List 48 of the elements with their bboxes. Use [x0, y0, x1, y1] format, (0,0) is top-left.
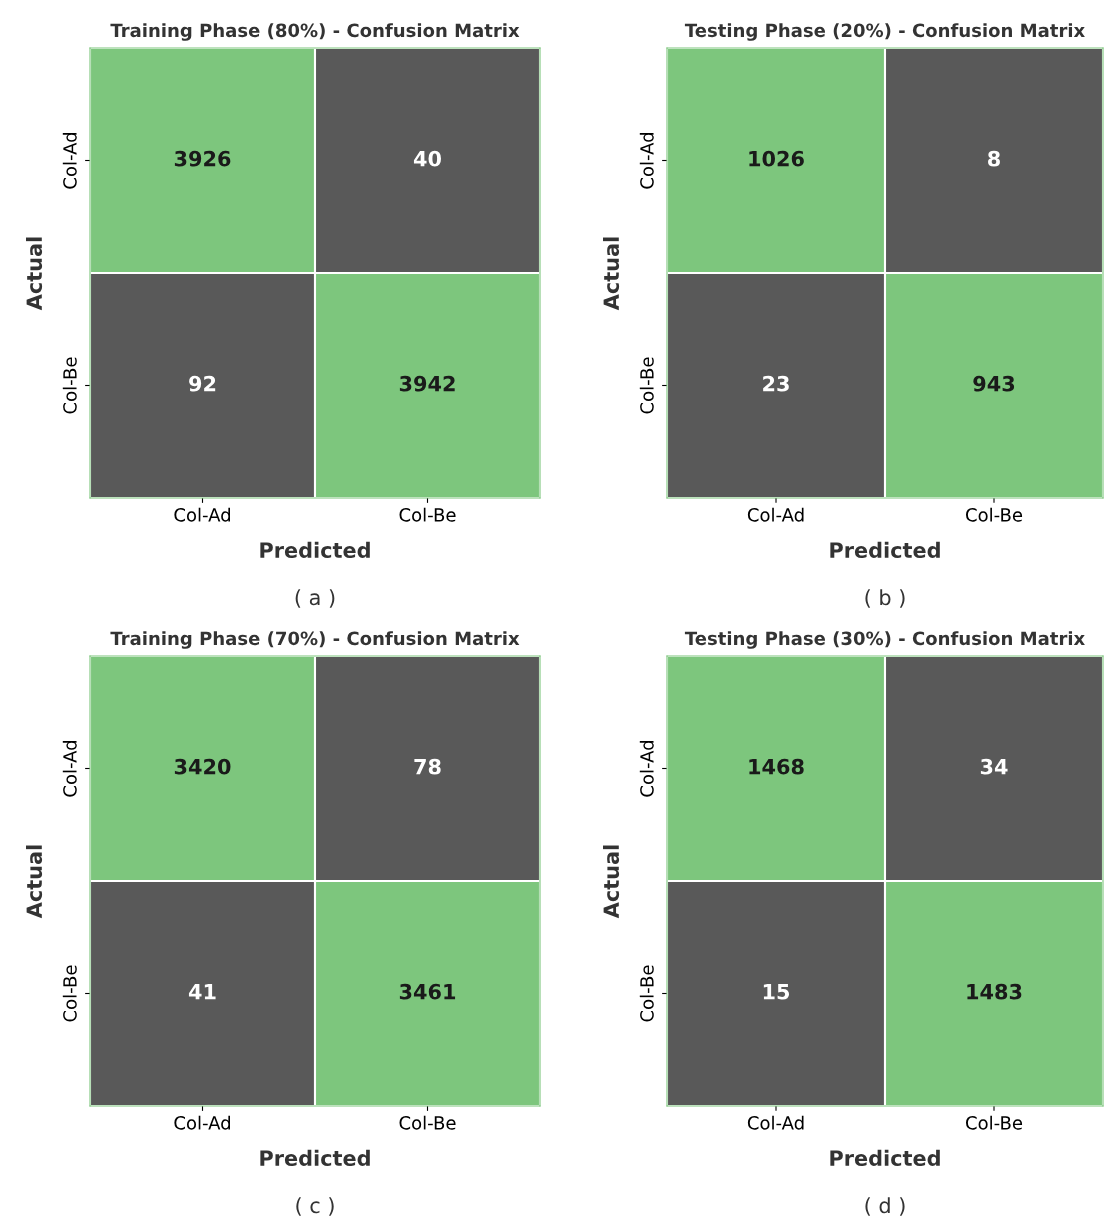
x-tick-label: Col-Ad: [747, 507, 804, 522]
text: ( a ): [295, 589, 335, 608]
chart-title: Training Phase (70%) - Confusion Matrix: [110, 631, 520, 649]
y-axis-title: Actual: [25, 237, 43, 311]
data-label: 23: [763, 375, 789, 392]
text: ( c ): [296, 1197, 334, 1216]
y-tick-label: Col-Ad: [62, 133, 77, 189]
data-label: 3461: [399, 983, 456, 1000]
x-tick-label: Col-Be: [966, 507, 1023, 522]
x-tick-label: Col-Ad: [174, 1115, 230, 1130]
x-tick-label: Col-Be: [399, 507, 456, 522]
x-tick-label: Col-Be: [966, 1115, 1023, 1130]
data-label: 1468: [749, 758, 804, 775]
data-label: 41: [188, 984, 216, 1000]
y-axis-title: Actual: [602, 845, 620, 919]
y-tick-label: Col-Ad: [639, 741, 654, 797]
y-axis-title: Actual: [25, 845, 43, 919]
data-label: 15: [763, 984, 790, 1000]
y-tick-label: Col-Be: [639, 357, 654, 414]
text: ( d ): [865, 1197, 905, 1216]
x-axis-title: Predicted: [830, 1149, 940, 1166]
x-axis-title: Predicted: [260, 1149, 370, 1166]
x-tick-label: Col-Ad: [747, 1115, 804, 1130]
data-label: 943: [973, 375, 1015, 392]
y-tick-label: Col-Be: [62, 965, 77, 1022]
data-label: 3420: [174, 758, 231, 775]
y-tick-label: Col-Ad: [62, 741, 77, 797]
text: ( b ): [865, 589, 905, 608]
data-label: 1483: [967, 983, 1022, 1000]
chart-title: Training Phase (80%) - Confusion Matrix: [110, 23, 520, 41]
data-label: 1026: [749, 150, 804, 167]
y-tick-label: Col-Be: [62, 357, 77, 414]
data-label: 78: [414, 758, 441, 775]
data-label: 3942: [399, 375, 455, 392]
x-tick-label: Col-Ad: [174, 507, 230, 522]
x-tick-label: Col-Be: [399, 1115, 456, 1130]
data-label: 40: [413, 150, 441, 167]
chart-title: Testing Phase (20%) - Confusion Matrix: [684, 23, 1085, 41]
y-axis-title: Actual: [602, 237, 620, 311]
y-tick-label: Col-Ad: [639, 133, 654, 189]
data-label: 3926: [174, 150, 231, 167]
x-axis-title: Predicted: [830, 541, 940, 558]
data-label: 92: [189, 375, 216, 392]
data-label: 8: [988, 150, 1000, 167]
data-label: 34: [980, 758, 1008, 775]
y-tick-label: Col-Be: [639, 965, 654, 1022]
x-axis-title: Predicted: [260, 541, 370, 558]
chart-title: Testing Phase (30%) - Confusion Matrix: [684, 631, 1085, 649]
